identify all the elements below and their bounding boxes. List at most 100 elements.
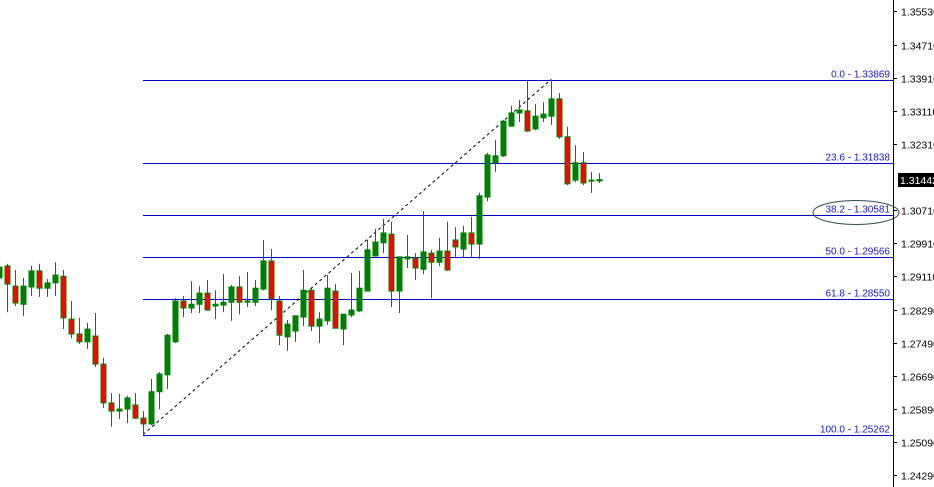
candle-body-bull (148, 391, 155, 425)
fib-trendline[interactable] (142, 79, 552, 435)
candle (140, 411, 147, 435)
axis-tick-label: 1.35530 (901, 7, 934, 19)
candle (300, 270, 307, 327)
candle-body-bull (164, 334, 171, 376)
candle (356, 270, 363, 313)
candle (412, 253, 419, 280)
candle-body-bear (236, 286, 243, 303)
candle (396, 256, 403, 313)
candle-body-bear (68, 318, 75, 335)
candle (116, 393, 123, 419)
candle-body-bear (12, 285, 19, 304)
candle-body-bear (308, 289, 315, 327)
candle-body-bull (220, 301, 227, 306)
candle (524, 81, 531, 132)
axis-tick-label: 1.29910 (901, 239, 934, 251)
fib-level-label: 23.6 - 1.31838 (826, 153, 891, 164)
candle-body-bull (284, 323, 291, 338)
candle (204, 279, 211, 311)
candle (124, 395, 131, 424)
candle (100, 357, 107, 408)
candle (156, 371, 163, 410)
candle (468, 216, 475, 257)
candle-body-bull (20, 285, 27, 305)
candle-body-bull (516, 109, 523, 114)
candle (324, 275, 331, 325)
axis-tick-label: 1.33110 (901, 107, 934, 119)
candle-body-bull (540, 113, 547, 119)
candle-body-bull (244, 300, 251, 303)
candle-body-bear (92, 335, 99, 365)
candle-body-bull (372, 241, 379, 257)
candle-body-bear (556, 98, 563, 138)
candle-body-bear (412, 257, 419, 269)
candle-body-bear (76, 333, 83, 343)
candle (316, 312, 323, 344)
current-price-label: 1.31442 (900, 175, 934, 187)
candle (340, 313, 347, 346)
candle-body-bull (396, 256, 403, 292)
candle-body-bear (580, 162, 587, 184)
candle-body-bull (356, 287, 363, 312)
candle-body-bull (572, 162, 579, 181)
candle (84, 322, 91, 349)
fibonacci-retracement[interactable]: 0.0 - 1.33869 23.6 - 1.31838 38.2 - 1.3058… (142, 70, 900, 436)
candle (164, 333, 171, 389)
axis-tick-label: 1.25890 (901, 405, 934, 417)
candle-body-bull (436, 250, 443, 263)
price-axis: 1.35530 1.34710 1.33910 1.33110 1.32310 1.307… (893, 0, 934, 487)
candle-body-bull (508, 112, 515, 127)
candle (52, 262, 59, 297)
candle (388, 221, 395, 308)
candle (0, 266, 3, 279)
candle-body-bull (188, 303, 195, 309)
candle (228, 284, 235, 321)
candle (12, 270, 19, 306)
candle-body-bear (268, 260, 275, 300)
candle (516, 100, 523, 122)
axis-tick-label: 1.30710 (901, 206, 934, 218)
axis-tick-label: 1.33910 (901, 74, 934, 86)
axis-tick-label: 1.24290 (901, 471, 934, 483)
candle-body-bear (132, 404, 139, 419)
candle-body-bear (452, 239, 459, 248)
candle (236, 276, 243, 315)
candle-body-bull (228, 286, 235, 303)
candle (148, 378, 155, 426)
candle-body-bear (60, 275, 67, 319)
candle (44, 279, 51, 297)
candle (540, 102, 547, 122)
candle (68, 300, 75, 339)
candle (60, 270, 67, 330)
candle (476, 192, 483, 259)
candle-body-bear (180, 300, 187, 309)
candle-body-bull (172, 300, 179, 343)
axis-tick-label: 1.27490 (901, 339, 934, 351)
highlight-ellipse (812, 200, 900, 225)
candle-body-bull (340, 313, 347, 330)
candle (436, 237, 443, 266)
candle (564, 126, 571, 186)
candle (556, 93, 563, 139)
candle-body-bear (524, 110, 531, 132)
candle-body-bull (324, 287, 331, 322)
candle-body-bull (492, 155, 499, 164)
candle (508, 105, 515, 127)
candle (596, 173, 603, 184)
candle (20, 277, 27, 316)
axis-tick-label: 1.26690 (901, 372, 934, 384)
candle-body-bull (484, 154, 491, 198)
candle-body-bull (460, 232, 467, 250)
candle (292, 315, 299, 342)
candle (572, 145, 579, 183)
candle-body-bull (532, 115, 539, 130)
candle-body-bull (404, 256, 411, 260)
candle (4, 263, 11, 313)
candle (364, 239, 371, 292)
candle-body-bull (52, 274, 59, 284)
candle (372, 228, 379, 257)
candle-body-bear (428, 252, 435, 263)
candle (332, 284, 339, 329)
